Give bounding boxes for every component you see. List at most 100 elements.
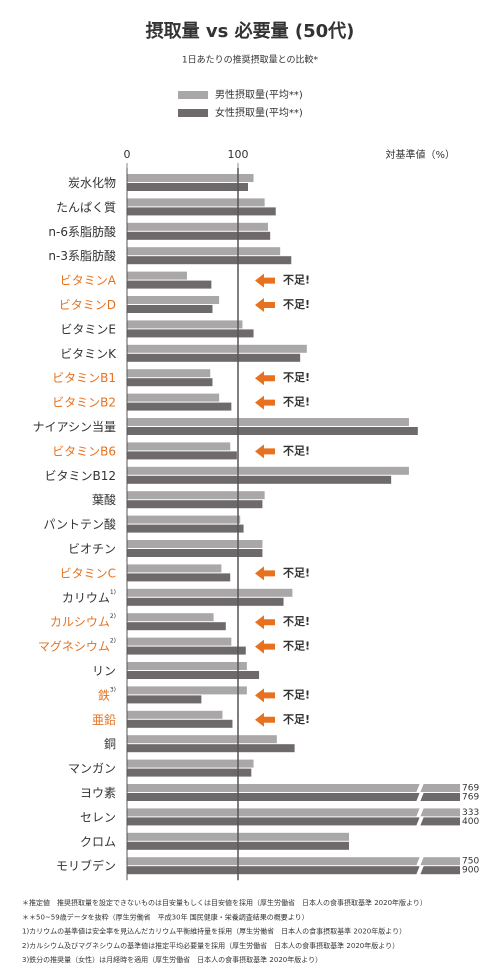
bar [127, 491, 265, 500]
category-label: モリブデン [56, 858, 116, 873]
value-label: 750 [462, 857, 479, 867]
category-label: リン [92, 664, 116, 678]
bar [127, 784, 460, 792]
arrow [255, 688, 275, 703]
bar [127, 817, 460, 826]
bar [127, 524, 244, 533]
bar [127, 573, 231, 582]
legend-label: 女性摂取量(平均**) [215, 106, 303, 119]
axis-break [416, 783, 424, 793]
bar [127, 866, 460, 875]
annotation: 不足! [283, 713, 310, 726]
annotation: 不足! [283, 566, 310, 579]
bar [127, 744, 295, 753]
bar [127, 183, 248, 191]
bar [127, 564, 222, 573]
axis-break [416, 816, 424, 827]
category-note: 1) [110, 588, 116, 595]
annotation: 不足! [283, 615, 310, 628]
category-name: ビタミンB1 [52, 371, 116, 385]
category-note: 3) [110, 686, 116, 693]
category-name: クロム [80, 834, 116, 848]
category-label: ビタミンB12 [44, 468, 116, 482]
x-tick-label: 100 [228, 148, 249, 161]
category-name: 炭水化物 [68, 176, 116, 190]
bar [127, 378, 213, 387]
bar [127, 442, 231, 451]
category-note: 2) [110, 637, 116, 644]
arrow [255, 566, 275, 581]
category-name: ビタミンD [59, 298, 116, 312]
value-label: 900 [462, 866, 479, 876]
value-label: 769 [462, 793, 479, 803]
annotation: 不足! [283, 640, 310, 653]
bar [127, 344, 307, 353]
axis-break [416, 792, 424, 802]
legend-swatch [178, 109, 208, 117]
bar [127, 759, 254, 768]
category-label: n-3系脂肪酸 [48, 248, 116, 263]
bar [127, 329, 254, 338]
annotation: 不足! [283, 274, 310, 287]
category-label: ビタミンC [60, 566, 116, 580]
bar [127, 710, 223, 719]
bar [127, 393, 220, 402]
category-label: ビタミンK [60, 346, 117, 360]
category-label: ナイアシン当量 [32, 420, 116, 434]
category-name: n-3系脂肪酸 [48, 248, 116, 263]
bar [127, 305, 213, 313]
axis-break [416, 856, 424, 867]
bar [127, 207, 276, 216]
category-label: ビタミンB6 [52, 444, 116, 458]
category-label: パントテン酸 [43, 516, 116, 531]
bar [127, 857, 460, 866]
category-name: カルシウム [50, 615, 110, 629]
category-label: ビオチン [68, 542, 116, 556]
bar [127, 174, 254, 182]
bar [127, 369, 211, 378]
category-label: 亜鉛 [92, 712, 116, 726]
bar [127, 662, 247, 670]
bar [127, 296, 220, 304]
bar [127, 198, 265, 207]
category-name: 銅 [104, 737, 116, 751]
x-tick-label: 0 [124, 148, 131, 161]
bar [127, 231, 271, 240]
annotation: 不足! [283, 396, 310, 409]
category-label: 葉酸 [92, 492, 116, 507]
bar [127, 353, 301, 362]
arrow [255, 444, 275, 459]
axis-label: 対基準値（%） [385, 148, 455, 161]
value-label: 769 [462, 784, 479, 794]
category-name: ビタミンB6 [52, 444, 116, 458]
annotation: 不足! [283, 444, 310, 457]
arrow [255, 371, 275, 386]
bar [127, 427, 418, 435]
category-label: 銅 [104, 737, 116, 751]
arrow [255, 298, 275, 312]
category-label: ヨウ素 [80, 786, 116, 800]
category-name: ナイアシン当量 [32, 420, 116, 434]
category-label: ビタミンD [59, 298, 116, 312]
arrow [255, 639, 275, 654]
bar [127, 719, 233, 728]
category-name: n-6系脂肪酸 [48, 223, 116, 238]
category-name: ビタミンB12 [44, 468, 116, 482]
bar [127, 622, 226, 631]
axis-break [416, 865, 424, 876]
bar [127, 402, 232, 411]
category-name: 鉄 [98, 687, 110, 702]
category-name: ビオチン [68, 542, 116, 556]
category-label: たんぱく質 [56, 199, 116, 214]
arrow [255, 615, 275, 630]
category-label: 鉄3) [98, 686, 116, 702]
bar [127, 247, 281, 256]
arrow [255, 712, 275, 727]
footnote: 1)カリウムの基準値は安全率を見込んだカリウム平衡維持量を採用（厚生労働省 日本… [22, 927, 406, 936]
bar [127, 793, 460, 801]
category-name: 葉酸 [92, 492, 116, 507]
bar [127, 418, 409, 426]
bar [127, 549, 263, 557]
bar [127, 256, 292, 265]
category-label: マグネシウム2) [38, 637, 116, 653]
